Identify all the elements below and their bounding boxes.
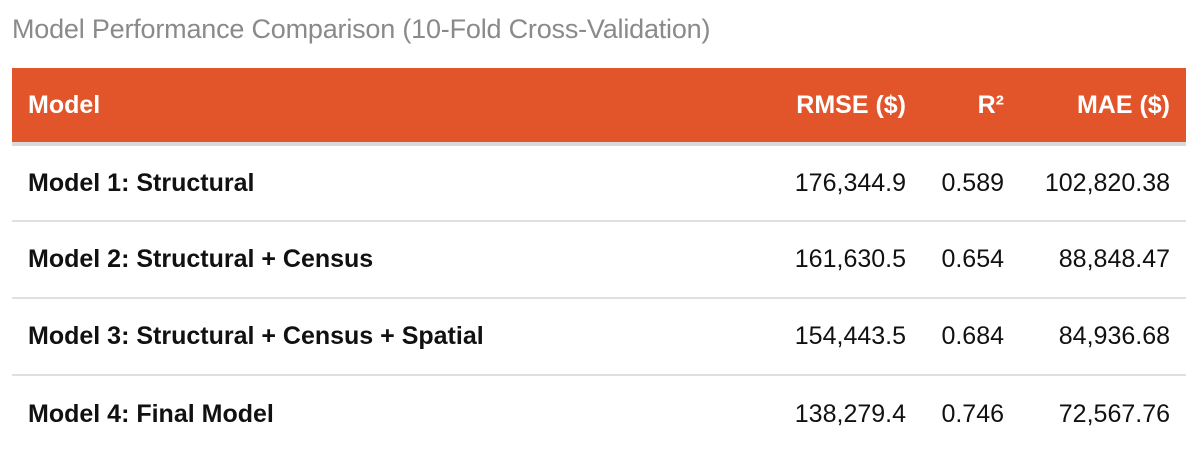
table-row: Model 1: Structural 176,344.9 0.589 102,… xyxy=(12,144,1186,221)
model-performance-table: Model RMSE ($) R² MAE ($) Model 1: Struc… xyxy=(12,68,1186,452)
table-header: Model RMSE ($) R² MAE ($) xyxy=(12,68,1186,146)
header-mae: MAE ($) xyxy=(1020,68,1186,146)
cell-model-name: Model 4: Final Model xyxy=(28,399,274,428)
table-row: Model 3: Structural + Census + Spatial 1… xyxy=(12,298,1186,375)
cell-mae: 72,567.76 xyxy=(1058,399,1170,428)
header-row: Model RMSE ($) R² MAE ($) xyxy=(12,68,1186,146)
cell-model-name: Model 2: Structural + Census xyxy=(28,245,374,273)
table-body: Model 1: Structural 176,344.9 0.589 102,… xyxy=(12,144,1186,452)
cell-rmse: 154,443.5 xyxy=(794,322,906,350)
cell-r2: 0.654 xyxy=(941,245,1004,273)
cell-rmse: 138,279.4 xyxy=(794,399,906,428)
cell-rmse: 161,630.5 xyxy=(794,245,906,273)
header-rmse: RMSE ($) xyxy=(757,68,922,146)
table-caption: Model Performance Comparison (10-Fold Cr… xyxy=(12,14,711,44)
cell-mae: 88,848.47 xyxy=(1058,245,1170,273)
cell-rmse: 176,344.9 xyxy=(794,168,906,197)
cell-r2: 0.589 xyxy=(941,168,1004,197)
header-r2: R² xyxy=(922,68,1020,146)
table-row: Model 4: Final Model 138,279.4 0.746 72,… xyxy=(12,375,1186,452)
cell-r2: 0.746 xyxy=(941,399,1004,428)
cell-r2: 0.684 xyxy=(941,322,1004,350)
header-model: Model xyxy=(12,68,757,146)
cell-model-name: Model 1: Structural xyxy=(28,168,255,197)
cell-model-name: Model 3: Structural + Census + Spatial xyxy=(28,322,484,350)
cell-mae: 84,936.68 xyxy=(1058,322,1170,350)
table-row: Model 2: Structural + Census 161,630.5 0… xyxy=(12,221,1186,298)
cell-mae: 102,820.38 xyxy=(1044,168,1170,197)
